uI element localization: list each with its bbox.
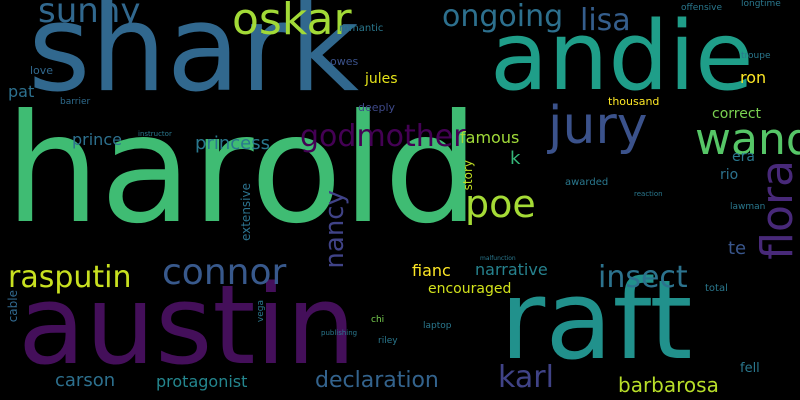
word-declaration: declaration [315, 368, 439, 393]
word-carson: carson [55, 370, 116, 391]
word-k: k [510, 148, 521, 169]
word-publishing: publishing [321, 329, 358, 337]
word-deeply: deeply [358, 101, 396, 114]
word-protagonist: protagonist [156, 372, 248, 391]
word-sunny: sunny [38, 0, 141, 31]
word-offensive: offensive [681, 3, 723, 13]
word-oskar: oskar [232, 0, 352, 45]
word-ongoing: ongoing [442, 0, 564, 34]
word-encouraged: encouraged [428, 281, 512, 297]
word-troupe: troupe [741, 51, 771, 61]
word-instructor: instructor [138, 130, 172, 138]
word-godmother: godmother [300, 119, 466, 154]
word-thousand: thousand [608, 95, 660, 108]
word-nancy: nancy [320, 190, 350, 269]
word-barrier: barrier [60, 97, 91, 107]
word-total: total [705, 283, 728, 294]
word-harold: harold [5, 83, 480, 257]
word-chi: chi [371, 315, 385, 325]
word-jury: jury [548, 96, 648, 156]
word-malfunction: malfunction [480, 255, 516, 262]
word-andie: andie [490, 2, 754, 112]
word-laptop: laptop [423, 321, 452, 331]
word-barbarosa: barbarosa [618, 373, 719, 397]
word-jules: jules [365, 71, 398, 87]
word-pat: pat [8, 82, 35, 101]
word-cable: cable [6, 290, 20, 323]
word-vega: vega [256, 300, 266, 323]
word-narrative: narrative [475, 260, 548, 279]
word-longtime: longtime [741, 0, 781, 9]
word-extensive: extensive [239, 183, 253, 242]
word-connor: connor [162, 252, 287, 293]
word-karl: karl [498, 360, 554, 395]
word-owes: owes [330, 55, 359, 68]
word-fianc: fianc [412, 261, 451, 280]
word-prince: prince [72, 130, 122, 149]
word-correct: correct [712, 106, 762, 122]
word-shark: shark [28, 0, 359, 119]
word-austin: austin [18, 261, 356, 389]
word-te: te [728, 238, 747, 259]
word-era: era [732, 149, 755, 165]
word-rasputin: rasputin [8, 260, 132, 295]
word-romantic: romantic [339, 23, 384, 34]
word-riley: riley [378, 336, 398, 346]
word-rio: rio [720, 167, 739, 183]
word-love: love [30, 64, 54, 77]
word-insect: insect [598, 260, 688, 295]
word-fell: fell [740, 361, 760, 376]
word-famous: famous [460, 128, 520, 147]
word-story: story [461, 160, 475, 191]
word-reaction: reaction [634, 190, 663, 198]
word-awarded: awarded [565, 177, 609, 188]
word-ron: ron [740, 68, 767, 87]
word-lisa: lisa [580, 3, 631, 38]
word-princess: princess [195, 133, 270, 154]
word-raft: raft [500, 256, 693, 384]
word-poe: poe [465, 182, 536, 226]
word-lawman: lawman [730, 202, 766, 212]
word-wand: wand [695, 114, 800, 165]
